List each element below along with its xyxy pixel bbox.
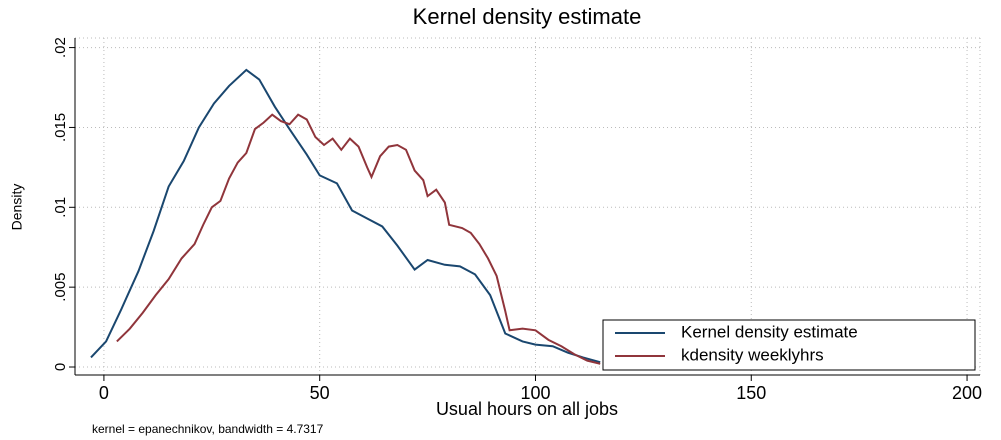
y-tick-label: .01: [52, 197, 69, 218]
x-tick-label: 100: [520, 383, 550, 403]
x-tick-label: 150: [736, 383, 766, 403]
x-tick-label: 50: [310, 383, 330, 403]
series-line: [116, 113, 601, 365]
chart-title: Kernel density estimate: [413, 4, 642, 29]
legend: Kernel density estimate kdensity weeklyhr…: [602, 319, 976, 371]
y-tick-label: 0: [52, 363, 69, 371]
x-tick-label: 200: [952, 383, 982, 403]
x-tick-label: 0: [99, 383, 109, 403]
series-line: [90, 68, 601, 364]
legend-box: [602, 319, 976, 371]
y-tick-label: .005: [52, 273, 69, 302]
y-tick-label: .015: [52, 113, 69, 142]
legend-label: Kernel density estimate: [681, 322, 858, 341]
legend-label: kdensity weeklyhrs: [681, 345, 824, 364]
x-axis-label: Usual hours on all jobs: [436, 399, 618, 419]
note: kernel = epanechnikov, bandwidth = 4.731…: [92, 422, 324, 436]
y-tick-label: .02: [52, 37, 69, 58]
y-axis-label: Density: [9, 184, 25, 231]
